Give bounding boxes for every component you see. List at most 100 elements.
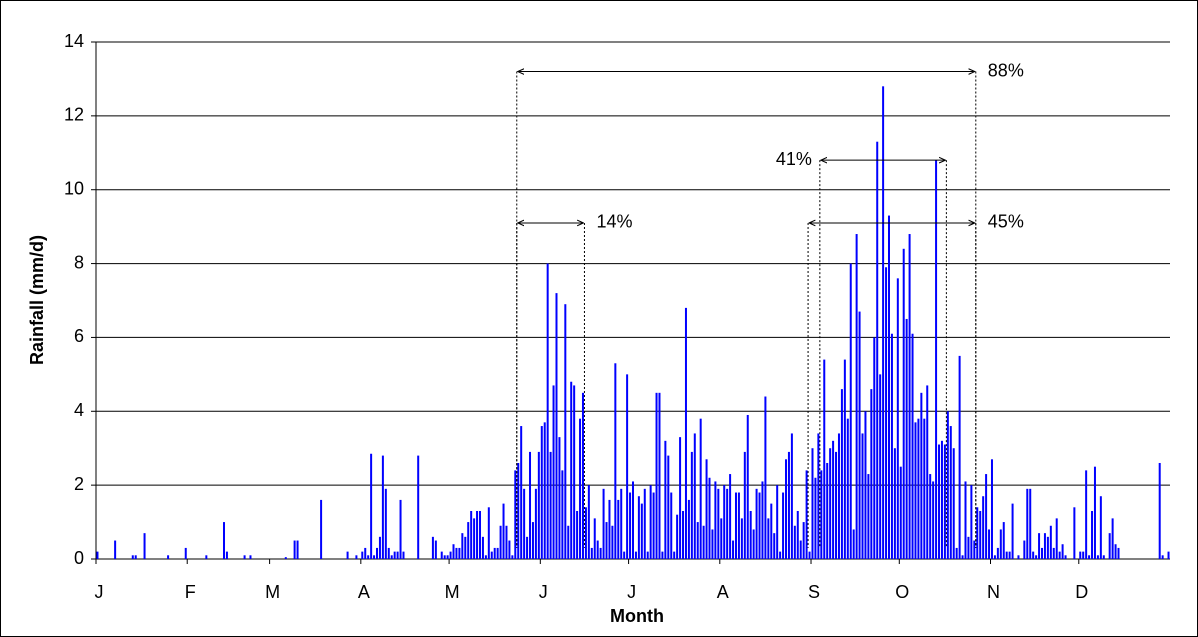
bar — [723, 485, 726, 559]
x-tick-label: F — [185, 582, 196, 602]
bar — [1061, 544, 1064, 559]
bar — [1102, 555, 1105, 559]
bar — [826, 462, 829, 559]
bar — [752, 529, 755, 559]
bar — [402, 551, 405, 559]
bar — [629, 492, 632, 559]
bar — [1043, 533, 1046, 559]
bar — [243, 555, 246, 559]
bar — [779, 551, 782, 559]
bar — [1052, 547, 1055, 559]
bar — [764, 396, 767, 559]
bar — [979, 510, 982, 559]
bar — [785, 459, 788, 559]
bar — [720, 518, 723, 559]
bar — [693, 433, 696, 559]
bar — [449, 551, 452, 559]
bar — [749, 510, 752, 559]
bar — [590, 547, 593, 559]
bar — [973, 540, 976, 559]
bar — [661, 551, 664, 559]
bar — [1023, 540, 1026, 559]
bar — [499, 525, 502, 559]
bar — [790, 433, 793, 559]
bar — [920, 392, 923, 559]
bar — [996, 547, 999, 559]
bar — [634, 551, 637, 559]
bar — [446, 555, 449, 559]
bar — [481, 536, 484, 559]
x-tick-label: M — [265, 582, 280, 602]
bar — [952, 448, 955, 559]
y-tick-label: 0 — [74, 548, 84, 568]
bar — [708, 477, 711, 559]
bar — [376, 547, 379, 559]
bar — [649, 485, 652, 559]
bar — [782, 492, 785, 559]
x-axis-title: Month — [610, 606, 664, 626]
bar — [611, 525, 614, 559]
bar — [664, 440, 667, 559]
bar — [867, 474, 870, 559]
bar — [670, 492, 673, 559]
bar — [576, 510, 579, 559]
bar — [555, 293, 558, 559]
bar — [935, 160, 938, 559]
bar — [776, 485, 779, 559]
bar — [361, 551, 364, 559]
bar — [767, 518, 770, 559]
bar — [284, 557, 287, 559]
bar — [858, 311, 861, 559]
bar — [696, 522, 699, 559]
bar — [655, 392, 658, 559]
annotation-label: 88% — [988, 60, 1024, 80]
y-tick-label: 6 — [74, 326, 84, 346]
bar — [593, 518, 596, 559]
bar — [893, 448, 896, 559]
bar — [1108, 533, 1111, 559]
bar — [702, 525, 705, 559]
bar — [835, 451, 838, 559]
bar — [1111, 518, 1114, 559]
bar — [1029, 488, 1032, 559]
bar — [643, 488, 646, 559]
bar — [134, 555, 137, 559]
bar — [452, 544, 455, 559]
bar — [1161, 555, 1164, 559]
bar — [534, 488, 537, 559]
bar — [526, 536, 529, 559]
bar — [617, 499, 620, 559]
bar — [1167, 551, 1170, 559]
bar — [1005, 551, 1008, 559]
bar — [440, 551, 443, 559]
bar — [487, 507, 490, 559]
bar — [384, 488, 387, 559]
bar — [829, 448, 832, 559]
bar — [567, 525, 570, 559]
bar — [558, 437, 561, 559]
bar — [808, 551, 811, 559]
bar — [734, 492, 737, 559]
bar — [676, 514, 679, 559]
bar — [378, 536, 381, 559]
bar — [537, 451, 540, 559]
bar — [890, 333, 893, 559]
bar — [732, 540, 735, 559]
bar — [990, 459, 993, 559]
bar — [355, 555, 358, 559]
bar — [461, 533, 464, 559]
annotation-label: 14% — [596, 212, 632, 232]
bar — [855, 234, 858, 559]
bar — [523, 488, 526, 559]
bar — [852, 529, 855, 559]
bar — [908, 234, 911, 559]
bar — [1049, 525, 1052, 559]
bar — [849, 263, 852, 559]
bar — [143, 533, 146, 559]
bar — [549, 451, 552, 559]
bar — [832, 440, 835, 559]
bar — [982, 496, 985, 559]
bar — [1055, 518, 1058, 559]
bar — [726, 488, 729, 559]
bar — [755, 488, 758, 559]
